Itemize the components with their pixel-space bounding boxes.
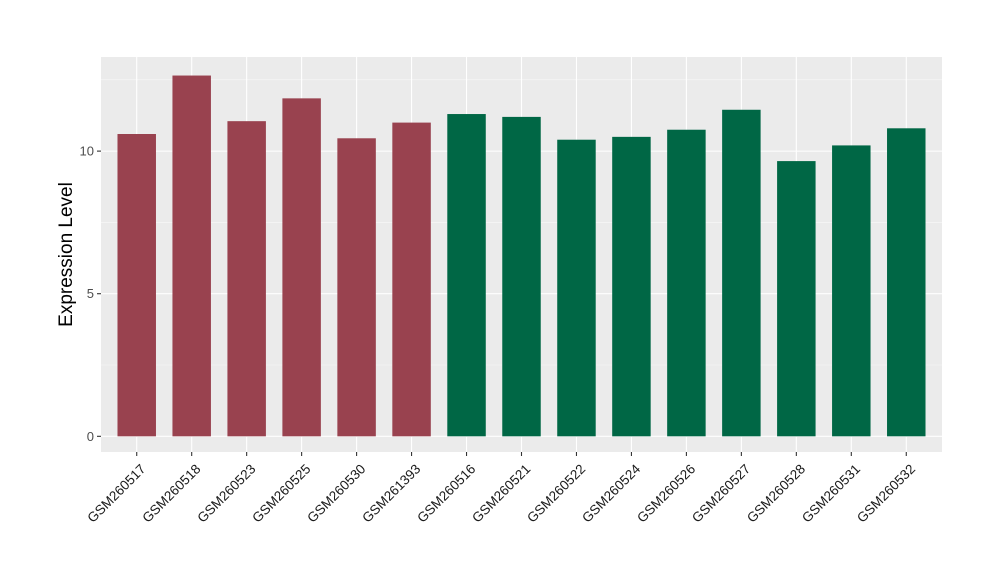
y-tick-label: 0 (87, 429, 94, 444)
bar (282, 98, 321, 437)
y-axis: 0 5 10 (80, 144, 101, 444)
bar (502, 116, 541, 437)
bar (612, 136, 651, 437)
bar (227, 121, 266, 437)
bar (392, 122, 431, 437)
y-axis-title: Expression Level (56, 182, 77, 327)
bar (722, 109, 761, 437)
bar (832, 145, 871, 437)
x-tick-label: GSM260532 (854, 461, 918, 525)
bar (777, 161, 816, 437)
y-tick-label: 5 (87, 286, 94, 301)
bar (172, 75, 211, 437)
bar (887, 128, 926, 437)
bar (447, 114, 486, 437)
bar (667, 129, 706, 437)
bars (117, 75, 926, 437)
bar (337, 138, 376, 437)
x-axis: GSM260517GSM260518GSM260523GSM260525GSM2… (84, 452, 918, 526)
y-tick-label: 10 (80, 144, 94, 159)
bar (117, 134, 156, 437)
bar (557, 139, 596, 437)
